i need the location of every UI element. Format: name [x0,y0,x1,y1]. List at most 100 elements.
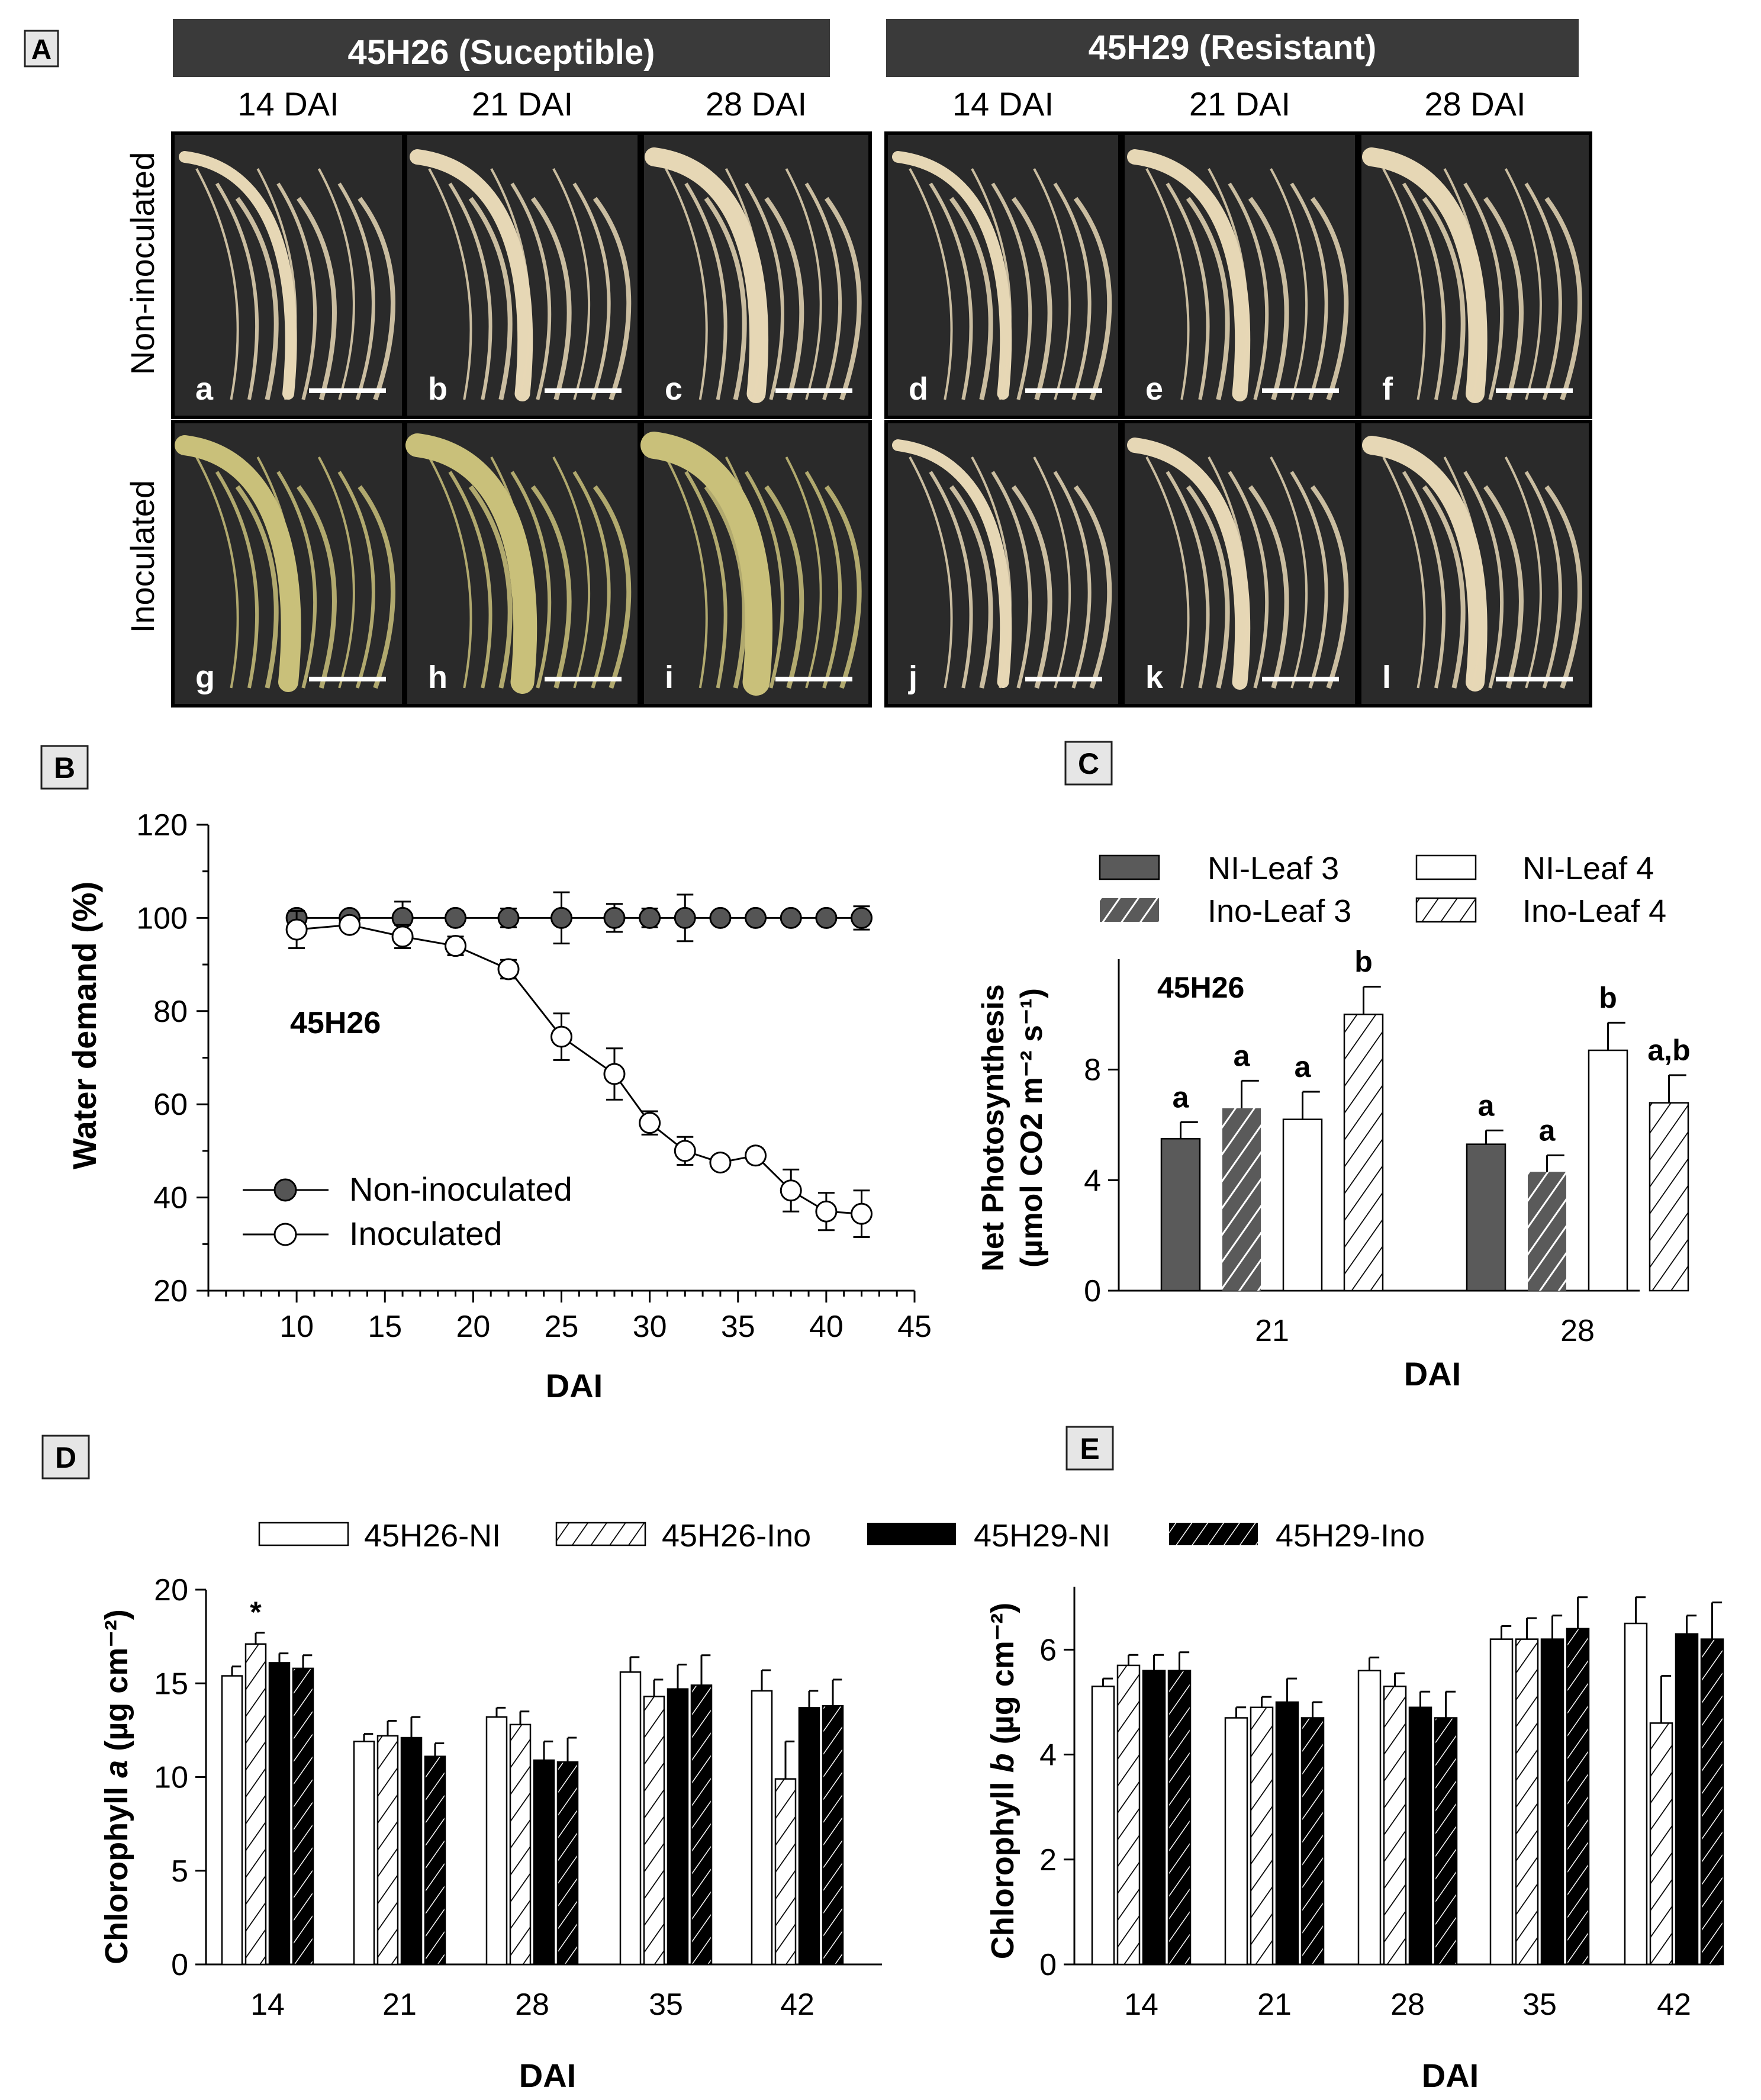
lateral-root [593,485,632,689]
lateral-root [572,471,611,689]
row-label-non-inoculated: Non-inoculated [124,152,161,375]
data-point [639,1112,661,1134]
root-photo: g [171,420,405,707]
bar [1675,1633,1699,1966]
lateral-root [704,485,747,689]
lateral-root [1483,485,1524,689]
chart-e-ylabel: Chlorophyll b (µg cm⁻²) [985,1603,1020,1960]
lateral-root [510,471,552,689]
lateral-root [490,456,531,689]
bar [244,1643,267,1966]
lateral-root [665,168,708,400]
bar [1167,1670,1192,1966]
lateral-root [745,182,784,400]
lateral-root [1422,197,1466,400]
lateral-root [684,471,727,689]
legend-swatch-ino-leaf3 [1100,898,1159,922]
bar [1160,1138,1201,1292]
main-root [410,149,533,401]
photo-letter: j [908,660,917,695]
data-point [445,906,467,929]
bar [619,1671,642,1966]
column-label: 21 DAI [1189,85,1290,123]
y-tick-label: 120 [136,808,188,842]
x-tick-label: 10 [279,1310,314,1344]
chart-b-ylabel: Water demand (%) [66,882,103,1169]
data-point [674,906,696,929]
lateral-root [1382,456,1426,689]
data-point [674,1140,696,1162]
lateral-root [764,197,804,401]
x-tick-label: 21 [1255,1314,1289,1348]
photo-letter: b [428,371,448,407]
lateral-root [195,456,239,689]
x-tick-label: 21 [1257,1988,1292,2022]
photo-letter: l [1382,660,1391,695]
root-photo: i [640,420,872,707]
bar [424,1755,446,1966]
lateral-root [909,168,953,400]
lateral-root [971,168,1012,400]
root-photo: b [404,131,641,419]
significance-letter: a [1478,1089,1495,1122]
lateral-root [1290,182,1328,400]
bar [1649,1722,1673,1966]
lateral-root [297,197,337,401]
lateral-root [1208,168,1248,400]
column-label: 28 DAI [1424,85,1525,123]
root-photo: h [404,420,641,707]
chart-c-ylabel-line2: (µmol CO2 m⁻² s⁻¹) [1015,988,1049,1268]
lateral-root [991,471,1032,689]
bar [1540,1638,1564,1966]
lateral-root [317,456,355,689]
bar [268,1662,291,1966]
y-tick-label: 2 [1039,1843,1057,1877]
panel-label-c: C [1078,747,1099,780]
panel-label-d: D [55,1441,76,1474]
bar [1700,1638,1724,1966]
lateral-root [725,456,765,689]
column-label: 28 DAI [706,85,807,123]
panel-label-e: E [1080,1432,1099,1465]
legend-45h26-ni: 45H26-NI [364,1518,501,1554]
root-photo: d [884,131,1122,419]
lateral-root [1011,197,1052,401]
data-point [603,906,626,929]
row-label-inoculated: Inoculated [124,480,161,633]
y-tick-label: 20 [153,1274,188,1308]
main-root [175,435,301,692]
legend-45h29-ino: 45H29-Ino [1276,1518,1425,1554]
bar [690,1684,713,1966]
chart-c-annotation: 45H26 [1157,971,1244,1004]
x-tick-label: 42 [1657,1988,1691,2022]
bar [1566,1628,1590,1966]
legend-swatch-ni-leaf4 [1415,854,1477,880]
y-tick-label: 60 [153,1088,188,1122]
bar [1116,1664,1141,1966]
data-point [550,1025,572,1048]
lateral-root [448,471,492,689]
main-root [179,151,297,400]
legend-ino-leaf4: Ino-Leaf 4 [1522,893,1666,929]
significance-letter: b [1354,946,1373,979]
y-tick-label: 0 [1084,1274,1101,1308]
lateral-root [665,456,708,689]
lateral-root [1422,485,1466,689]
panel-c: C NI-Leaf 3 Ino-Leaf 3 NI-Leaf 4 Ino-Lea… [976,741,1691,1393]
root-photo: f [1358,131,1592,419]
lateral-root [704,197,747,400]
bar [400,1736,423,1966]
panel-label-b: B [54,751,75,784]
x-tick-label: 42 [780,1988,814,2022]
group-header-resistant [886,19,1579,77]
panel-d: D 0 5 10 15 20 14 21 28 35 42 * DAI Chlorophyll a … [41,1435,882,2094]
lateral-root [195,168,239,400]
photo-letter: h [428,660,448,695]
chart-b-xlabel: DAI [546,1367,603,1404]
panel-de-legend: 45H26-NI 45H26-Ino 45H29-NI 45H29-Ino [258,1518,1425,1554]
lateral-root [1073,485,1112,689]
legend-45h26-ino: 45H26-Ino [662,1518,811,1554]
lateral-root [1483,197,1524,401]
main-root [892,151,1012,400]
data-point [603,1063,626,1085]
